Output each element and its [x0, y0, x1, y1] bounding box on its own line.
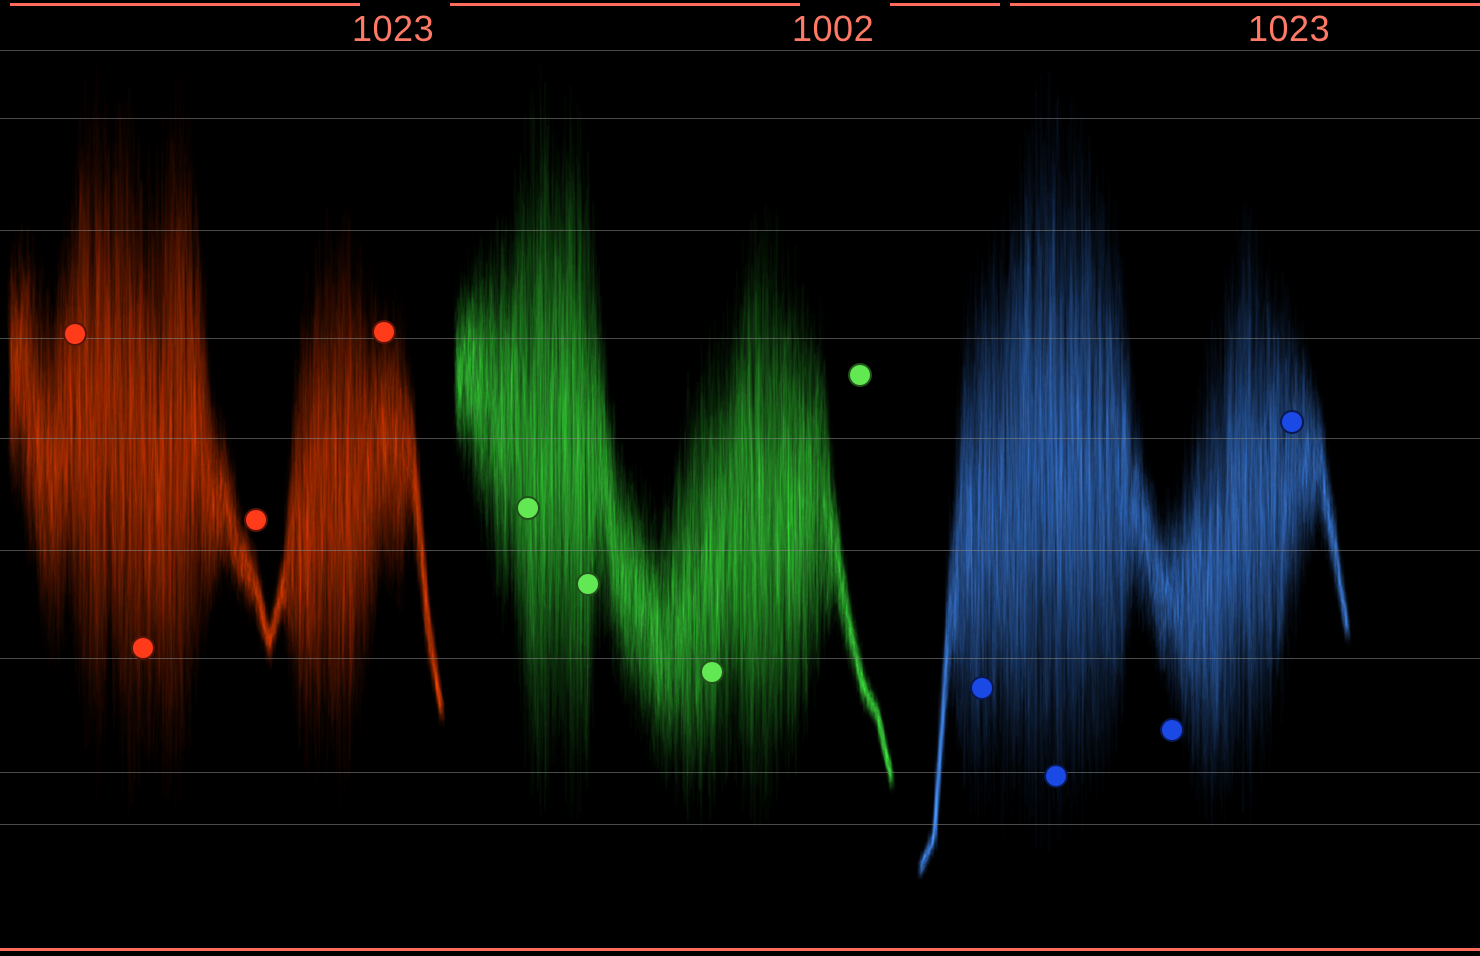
- red-curve-handle[interactable]: [372, 320, 396, 344]
- red-curve-handle[interactable]: [244, 508, 268, 532]
- blue-curve-handle[interactable]: [1280, 410, 1304, 434]
- blue-curve-handle[interactable]: [1044, 764, 1068, 788]
- red-curve-handle[interactable]: [131, 636, 155, 660]
- green-curve-handle[interactable]: [848, 363, 872, 387]
- blue-curve-handle[interactable]: [1160, 718, 1184, 742]
- blue-curve-handle[interactable]: [970, 676, 994, 700]
- green-curve-handle[interactable]: [700, 660, 724, 684]
- green-curve-handle[interactable]: [516, 496, 540, 520]
- rgb-parade-scope: 1023 1002 1023: [0, 0, 1480, 956]
- green-curve-handle[interactable]: [576, 572, 600, 596]
- red-curve-handle[interactable]: [63, 322, 87, 346]
- waveform-canvas: [0, 0, 1480, 956]
